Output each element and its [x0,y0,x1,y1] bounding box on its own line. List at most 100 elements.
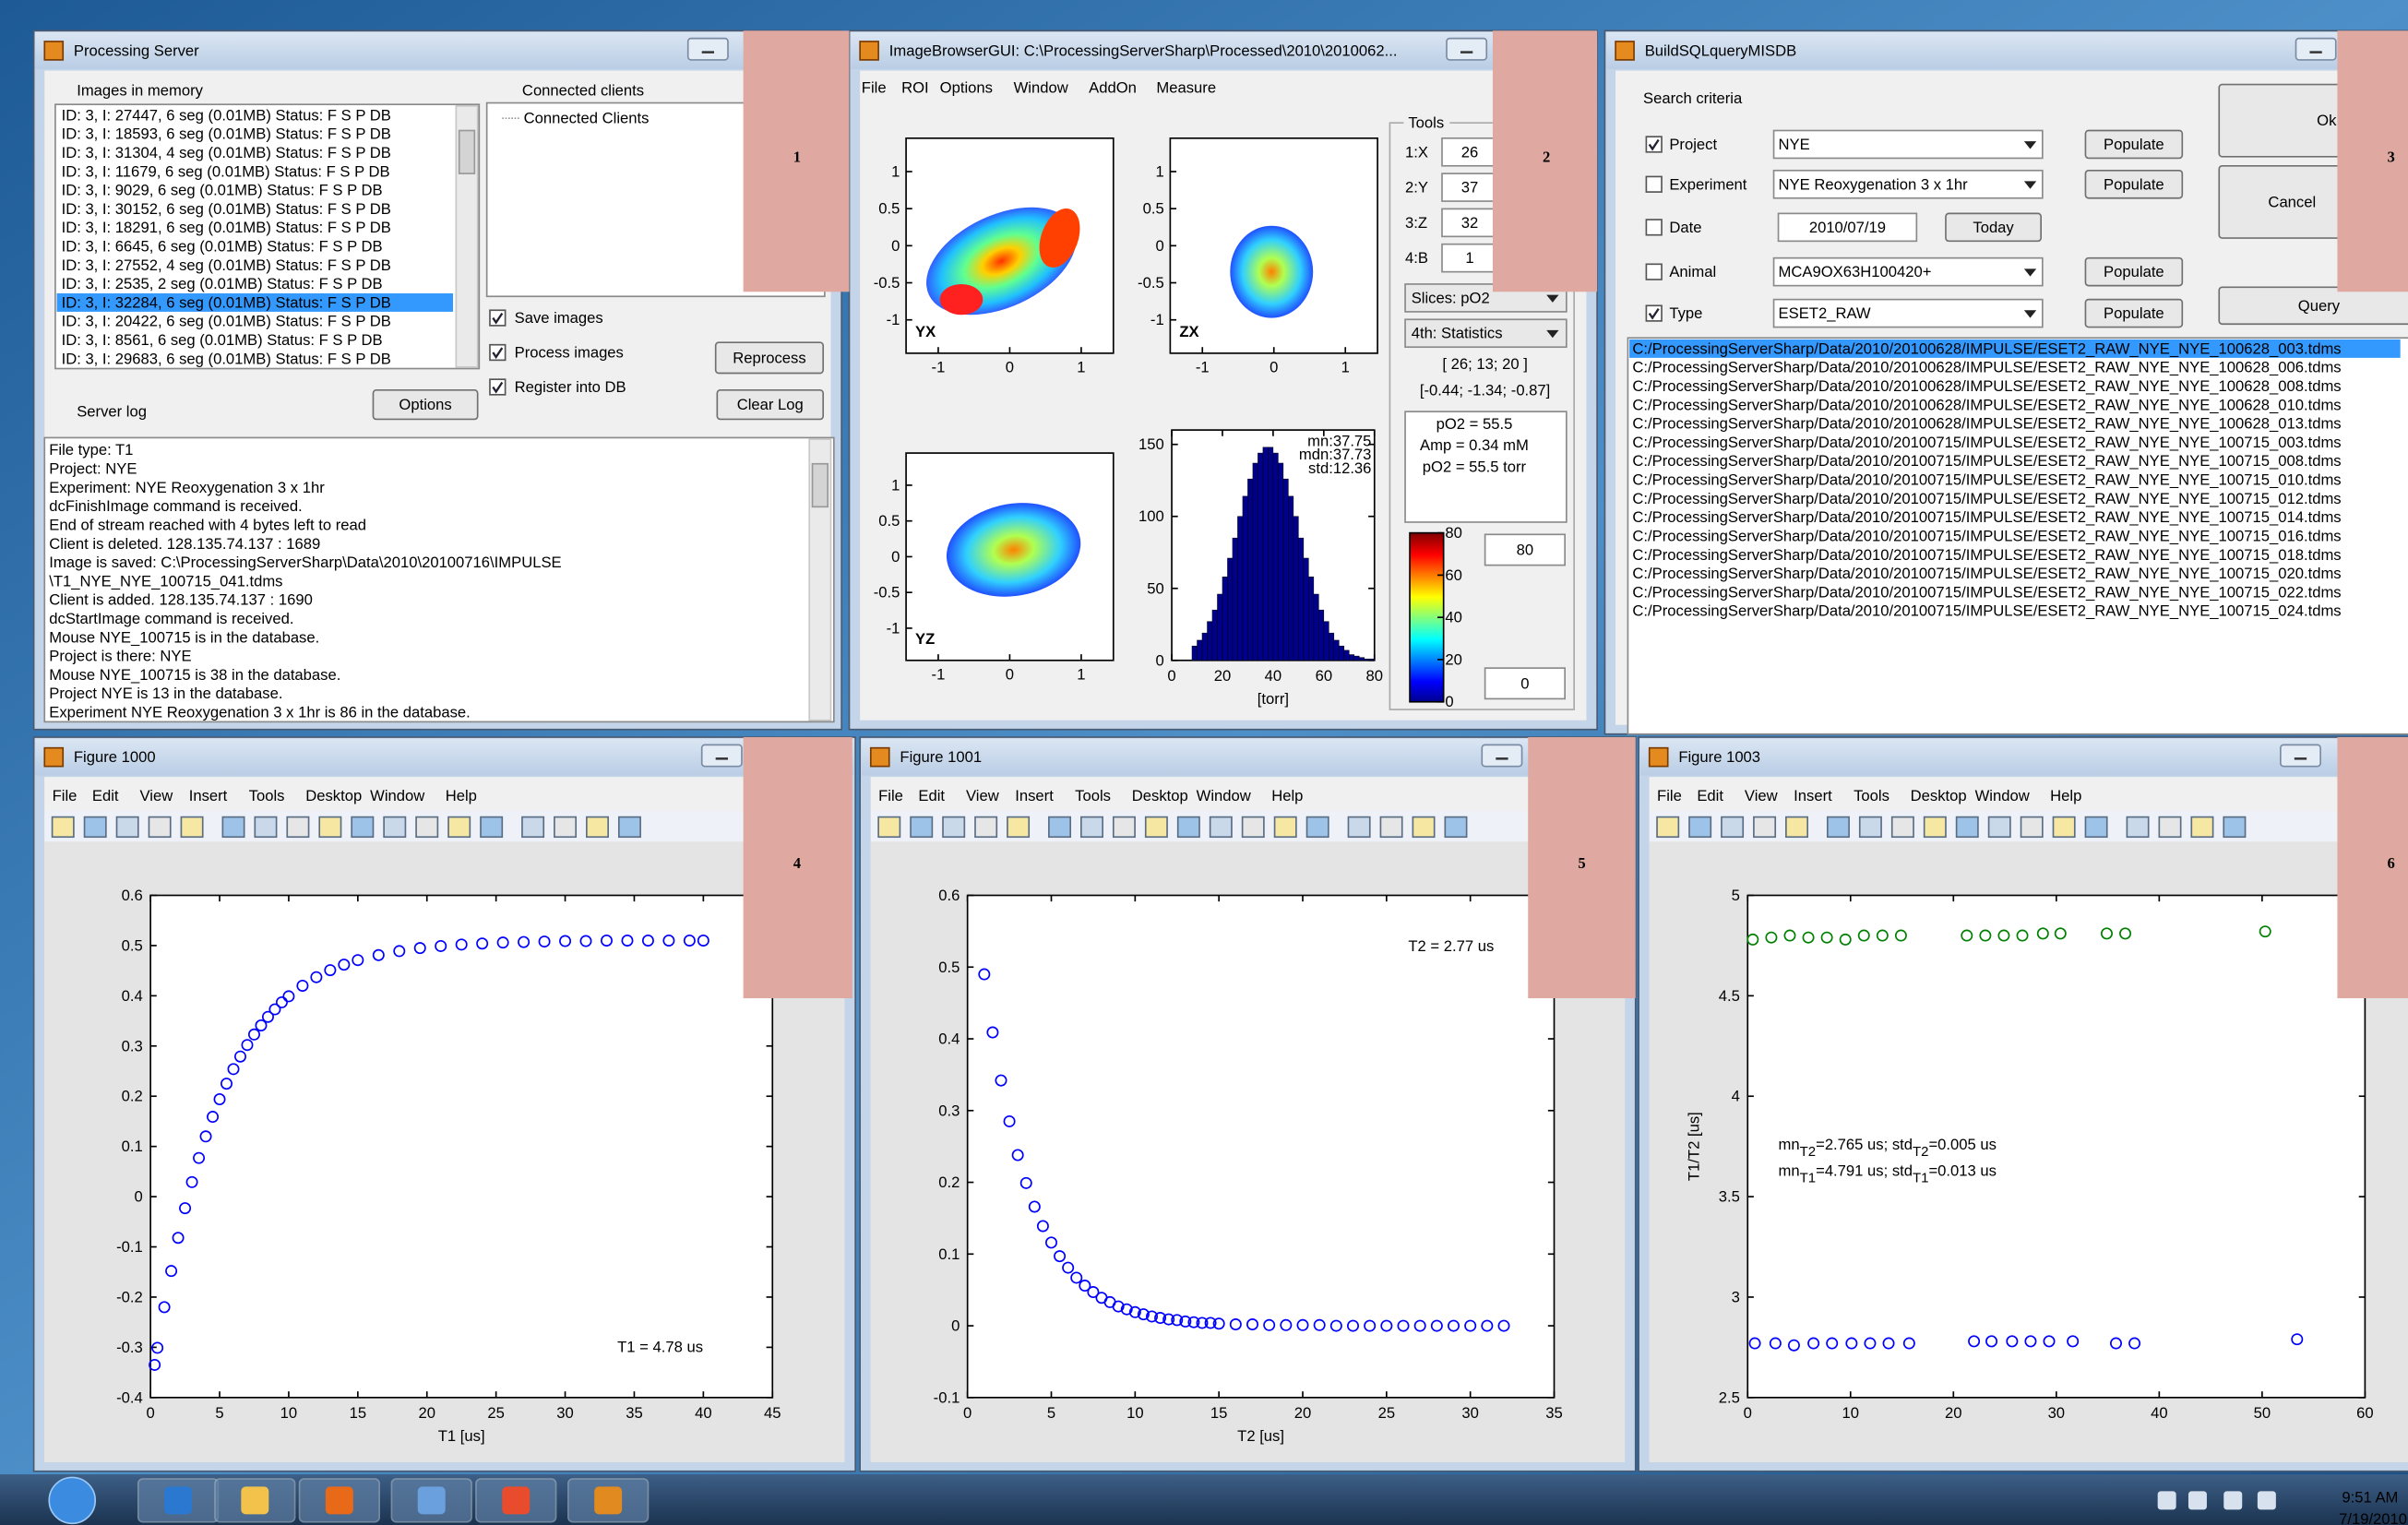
file-list-item[interactable]: C:/ProcessingServerSharp/Data/2010/20100… [1632,340,2341,357]
toolbar-button[interactable] [1210,817,1232,838]
menu-item[interactable]: Edit [1697,787,1723,804]
toolbar-button[interactable] [554,817,576,838]
menu-item[interactable]: Tools [1854,787,1889,804]
image-list-item[interactable]: ID: 3, I: 8561, 6 seg (0.01MB) Status: F… [62,331,383,349]
image-list-item[interactable]: ID: 3, I: 32284, 6 seg (0.01MB) Status: … [62,293,391,311]
toolbar-button[interactable] [352,817,373,838]
menu-item[interactable]: File [862,78,887,96]
toolbar-button[interactable] [416,817,437,838]
toolbar-button[interactable] [1892,817,1913,838]
toolbar-button[interactable] [1786,817,1807,838]
toolbar-button[interactable] [2159,817,2180,838]
image-list-item[interactable]: ID: 3, I: 9029, 6 seg (0.01MB) Status: F… [62,182,383,199]
toolbar-button[interactable] [1307,817,1329,838]
tray-icon[interactable] [2158,1491,2176,1509]
toolbar-button[interactable] [481,817,502,838]
menu-item[interactable]: Edit [92,787,119,804]
menu-item[interactable]: Edit [918,787,945,804]
toolbar-button[interactable] [2191,817,2212,838]
image-list-item[interactable]: ID: 3, I: 11679, 6 seg (0.01MB) Status: … [62,162,390,180]
menu-item[interactable]: Tools [1075,787,1111,804]
criterion-checkbox[interactable] [1646,176,1662,192]
file-list-item[interactable]: C:/ProcessingServerSharp/Data/2010/20100… [1632,359,2341,376]
toolbar-button[interactable] [1081,817,1103,838]
menu-item[interactable]: Desktop [1132,787,1188,804]
toolbar-button[interactable] [522,817,543,838]
criterion-dropdown[interactable] [1774,130,2043,158]
toolbar-button[interactable] [181,817,202,838]
menu-item[interactable]: Help [1271,787,1303,804]
toolbar-button[interactable] [2223,817,2245,838]
toolbar-button[interactable] [287,817,308,838]
file-list-item[interactable]: C:/ProcessingServerSharp/Data/2010/20100… [1632,377,2341,395]
toolbar-button[interactable] [1413,817,1434,838]
menu-item[interactable]: Window [1975,787,2031,804]
file-list-item[interactable]: C:/ProcessingServerSharp/Data/2010/20100… [1632,565,2341,582]
toolbar-button[interactable] [943,817,964,838]
toolbar-button[interactable] [448,817,470,838]
toolbar-button[interactable] [1989,817,2010,838]
start-button[interactable] [49,1477,95,1523]
image-list-item[interactable]: ID: 3, I: 30152, 6 seg (0.01MB) Status: … [62,200,391,218]
image-list-item[interactable]: ID: 3, I: 27447, 6 seg (0.01MB) Status: … [62,106,391,124]
minimize-button[interactable] [2295,39,2335,60]
tray-icon[interactable] [2188,1491,2207,1509]
menu-item[interactable]: Help [2050,787,2081,804]
toolbar-button[interactable] [319,817,340,838]
menu-item[interactable]: Options [940,78,993,96]
toolbar-button[interactable] [619,817,640,838]
toolbar-button[interactable] [1275,817,1296,838]
toolbar-button[interactable] [384,817,405,838]
minimize-button[interactable] [2281,745,2320,766]
menu-item[interactable]: Tools [249,787,285,804]
image-list-item[interactable]: ID: 3, I: 2535, 2 seg (0.01MB) Status: F… [62,275,383,292]
criterion-checkbox[interactable] [1646,264,1662,280]
toolbar-button[interactable] [117,817,138,838]
toolbar-button[interactable] [1957,817,1978,838]
toolbar-button[interactable] [911,817,932,838]
menu-item[interactable]: Desktop [1911,787,1967,804]
image-list-item[interactable]: ID: 3, I: 6645, 6 seg (0.01MB) Status: F… [62,238,383,256]
toolbar-button[interactable] [1828,817,1849,838]
file-list-item[interactable]: C:/ProcessingServerSharp/Data/2010/20100… [1632,527,2341,544]
minimize-button[interactable] [688,39,728,60]
checkbox[interactable] [490,345,506,361]
menu-item[interactable]: Window [370,787,425,804]
menu-item[interactable]: View [139,787,173,804]
menu-item[interactable]: Window [1197,787,1252,804]
file-list-item[interactable]: C:/ProcessingServerSharp/Data/2010/20100… [1632,508,2341,526]
toolbar-button[interactable] [975,817,996,838]
toolbar-button[interactable] [878,817,900,838]
menu-item[interactable]: Insert [1015,787,1054,804]
toolbar-button[interactable] [1007,817,1029,838]
toolbar-button[interactable] [1860,817,1881,838]
toolbar-button[interactable] [149,817,170,838]
toolbar-button[interactable] [2085,817,2106,838]
image-list-item[interactable]: ID: 3, I: 31304, 4 seg (0.01MB) Status: … [62,144,391,161]
file-list-item[interactable]: C:/ProcessingServerSharp/Data/2010/20100… [1632,546,2341,564]
criterion-checkbox[interactable] [1646,137,1662,152]
toolbar-button[interactable] [1348,817,1369,838]
toolbar-button[interactable] [1243,817,1264,838]
scroll-thumb[interactable] [459,130,475,173]
menu-item[interactable]: ROI [901,78,929,96]
menu-item[interactable]: AddOn [1089,78,1137,96]
toolbar-button[interactable] [85,817,106,838]
image-list-item[interactable]: ID: 3, I: 29683, 6 seg (0.01MB) Status: … [62,350,391,367]
toolbar-button[interactable] [255,817,276,838]
menu-item[interactable]: Measure [1156,78,1216,96]
menu-item[interactable]: File [53,787,77,804]
menu-item[interactable]: Insert [1794,787,1832,804]
toolbar-button[interactable] [1689,817,1711,838]
toolbar-button[interactable] [587,817,608,838]
minimize-button[interactable] [1447,39,1486,60]
menu-item[interactable]: Insert [189,787,228,804]
toolbar-button[interactable] [1657,817,1678,838]
toolbar-button[interactable] [2127,817,2148,838]
criterion-checkbox[interactable] [1646,220,1662,235]
toolbar-button[interactable] [1445,817,1466,838]
checkbox[interactable] [490,310,506,326]
scroll-thumb[interactable] [813,464,828,507]
toolbar-button[interactable] [1754,817,1775,838]
menu-item[interactable]: Desktop [305,787,362,804]
